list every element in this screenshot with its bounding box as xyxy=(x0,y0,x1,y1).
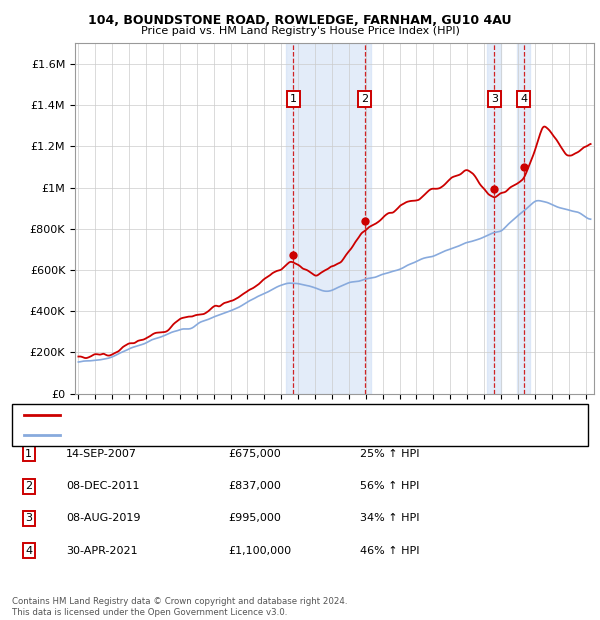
Text: 34% ↑ HPI: 34% ↑ HPI xyxy=(360,513,419,523)
Text: 30-APR-2021: 30-APR-2021 xyxy=(66,546,137,556)
Text: Price paid vs. HM Land Registry's House Price Index (HPI): Price paid vs. HM Land Registry's House … xyxy=(140,26,460,36)
Text: 2: 2 xyxy=(361,94,368,104)
Text: 56% ↑ HPI: 56% ↑ HPI xyxy=(360,481,419,491)
Text: £837,000: £837,000 xyxy=(228,481,281,491)
Text: 1: 1 xyxy=(290,94,297,104)
Text: 14-SEP-2007: 14-SEP-2007 xyxy=(66,449,137,459)
Text: 25% ↑ HPI: 25% ↑ HPI xyxy=(360,449,419,459)
Bar xyxy=(487,43,501,394)
Text: 08-DEC-2011: 08-DEC-2011 xyxy=(66,481,139,491)
Text: HPI: Average price, detached house, Waverley: HPI: Average price, detached house, Wave… xyxy=(66,430,307,440)
Bar xyxy=(517,43,530,394)
Text: 08-AUG-2019: 08-AUG-2019 xyxy=(66,513,140,523)
Text: £1,100,000: £1,100,000 xyxy=(228,546,291,556)
Text: 1: 1 xyxy=(25,449,32,459)
Text: 4: 4 xyxy=(520,94,527,104)
Text: 104, BOUNDSTONE ROAD, ROWLEDGE, FARNHAM, GU10 4AU: 104, BOUNDSTONE ROAD, ROWLEDGE, FARNHAM,… xyxy=(88,14,512,27)
Text: £995,000: £995,000 xyxy=(228,513,281,523)
Text: 4: 4 xyxy=(25,546,32,556)
Text: 46% ↑ HPI: 46% ↑ HPI xyxy=(360,546,419,556)
Text: Contains HM Land Registry data © Crown copyright and database right 2024.
This d: Contains HM Land Registry data © Crown c… xyxy=(12,598,347,617)
Text: 3: 3 xyxy=(491,94,498,104)
Text: 3: 3 xyxy=(25,513,32,523)
Text: 2: 2 xyxy=(25,481,32,491)
Bar xyxy=(286,43,371,394)
Text: £675,000: £675,000 xyxy=(228,449,281,459)
Text: 104, BOUNDSTONE ROAD, ROWLEDGE, FARNHAM, GU10 4AU (detached house): 104, BOUNDSTONE ROAD, ROWLEDGE, FARNHAM,… xyxy=(66,410,479,420)
